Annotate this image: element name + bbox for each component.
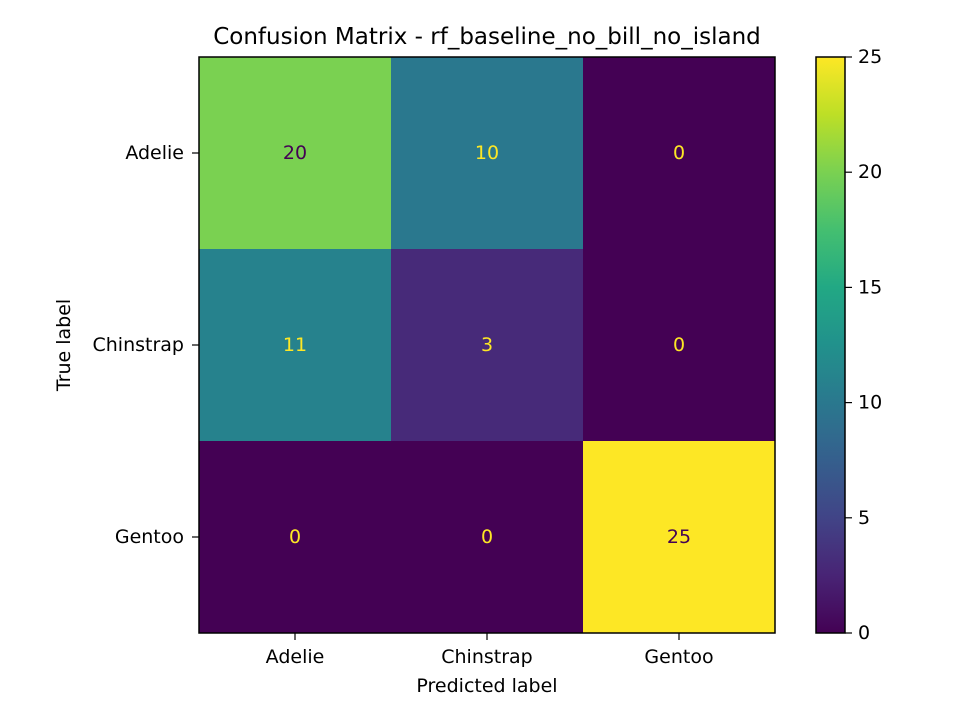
y-axis: Adelie Chinstrap Gentoo [93,142,199,548]
chart-title: Confusion Matrix - rf_baseline_no_bill_n… [213,24,761,50]
colorbar-tick-label: 15 [858,276,882,298]
y-tick-label: Gentoo [115,526,184,548]
x-axis-label: Predicted label [416,675,557,697]
heatmap-cell [199,249,392,442]
cell-value-label: 25 [667,526,691,548]
colorbar-tick-label: 25 [858,46,882,68]
cell-value-labels: 20 10 0 11 3 0 0 0 25 [283,142,691,548]
colorbar-tick-label: 0 [858,622,870,644]
cell-value-label: 20 [283,142,307,164]
heatmap-cell [199,57,392,250]
y-axis-label: True label [53,299,75,392]
cell-value-label: 0 [289,526,301,548]
cell-value-label: 0 [673,142,685,164]
x-tick-label: Chinstrap [441,646,533,668]
heatmap-cell [583,57,776,250]
heatmap-cell [391,441,584,634]
colorbar-tick-label: 5 [858,507,870,529]
heatmap-cell [391,249,584,442]
y-tick-label: Adelie [125,142,184,164]
heatmap-cell [199,441,392,634]
cell-value-label: 0 [481,526,493,548]
colorbar [815,56,846,634]
heatmap-cell [391,57,584,250]
heatmap-cells [199,57,776,634]
x-tick-label: Gentoo [644,646,713,668]
heatmap-cell [583,249,776,442]
x-tick-label: Adelie [266,646,325,668]
y-tick-label: Chinstrap [93,334,185,356]
cell-value-label: 10 [475,142,499,164]
cell-value-label: 3 [481,334,493,356]
colorbar-tick-label: 20 [858,161,882,183]
heatmap-cell [583,441,776,634]
cell-value-label: 0 [673,334,685,356]
colorbar-axis: 0 5 10 15 20 25 [845,46,882,644]
cell-value-label: 11 [283,334,307,356]
colorbar-tick-label: 10 [858,392,882,414]
x-axis: Adelie Chinstrap Gentoo [266,633,714,668]
